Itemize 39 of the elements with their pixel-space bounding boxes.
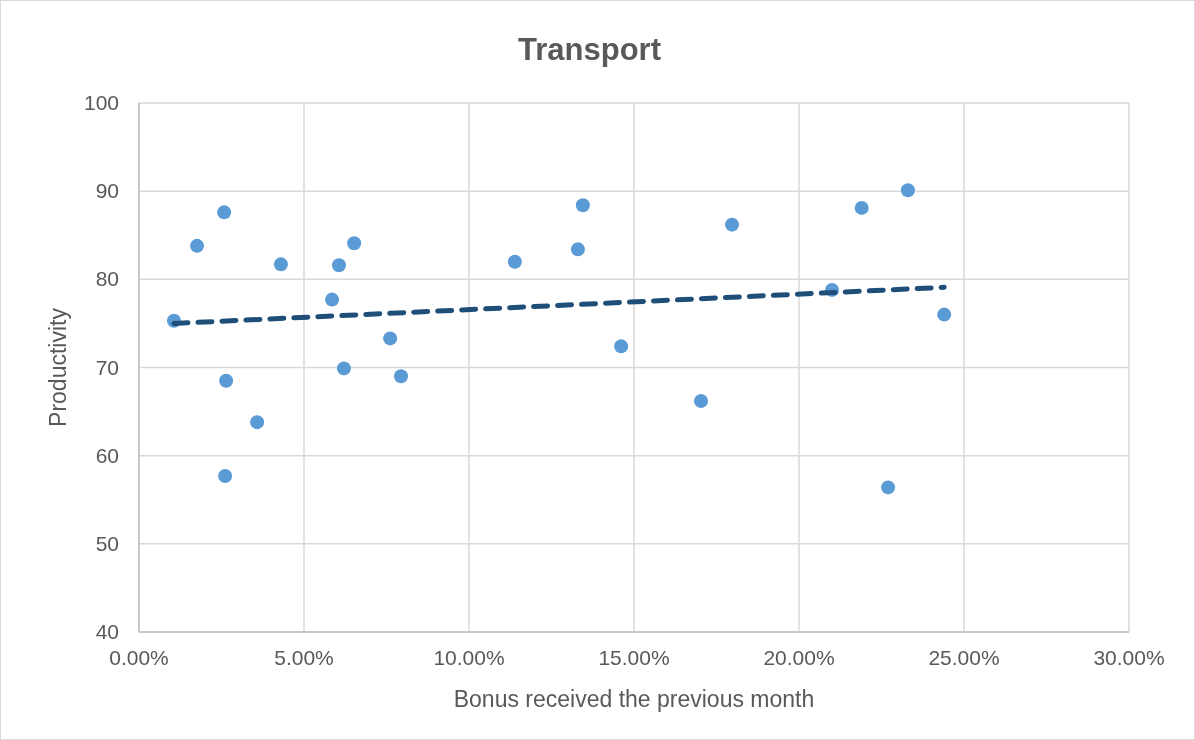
point [570,242,585,257]
y-tick-label: 100 [83,91,119,114]
point [854,200,869,215]
y-tick-label: 50 [95,531,119,555]
point [614,339,629,354]
y-tick-label: 70 [95,355,119,379]
point [325,292,340,307]
point [507,254,522,269]
x-tick-label: 15.00% [598,646,670,669]
point [937,307,952,322]
point [190,238,205,253]
point [336,361,351,376]
point [383,331,398,346]
point [900,183,915,198]
y-tick-label: 80 [95,267,119,291]
x-tick-label: 30.00% [1093,646,1165,669]
x-tick-label: 5.00% [274,646,334,669]
point [250,415,265,430]
point [881,480,896,495]
x-tick-label: 0.00% [109,646,169,669]
point [693,394,708,408]
x-tick-label: 10.00% [433,646,505,669]
y-axis-title: Productivity [45,307,71,427]
y-tick-label: 60 [95,443,119,467]
point [218,468,233,483]
x-tick-label: 20.00% [763,646,835,669]
point [575,198,590,213]
point [347,236,362,251]
chart-title: Transport [518,32,661,67]
point [219,373,234,388]
point [217,205,232,220]
x-tick-label: 25.00% [928,646,1000,669]
point [331,258,346,273]
x-axis-title: Bonus received the previous month [453,686,815,712]
y-tick-label: 40 [95,620,119,643]
point [394,369,409,384]
point [273,257,288,272]
y-tick-label: 90 [95,179,119,203]
point [725,217,740,232]
